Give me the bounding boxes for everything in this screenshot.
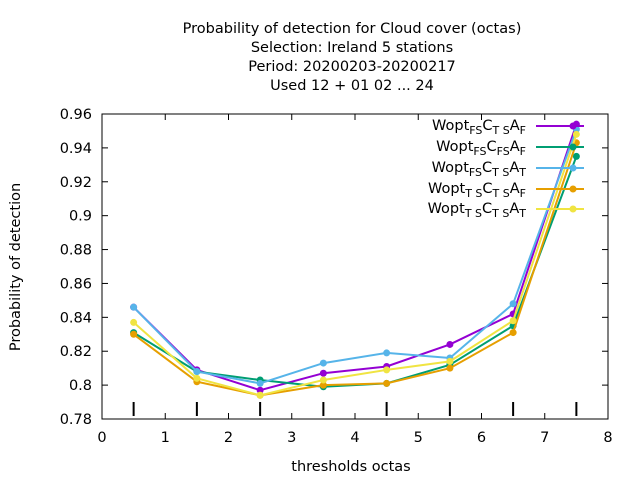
data-point xyxy=(256,379,264,387)
y-axis-label: Probability of detection xyxy=(8,183,24,351)
x-tick-label: 5 xyxy=(414,430,423,446)
x-axis-label: thresholds octas xyxy=(291,459,410,475)
x-tick-label: 1 xyxy=(161,430,170,446)
data-point xyxy=(446,340,454,348)
legend-marker xyxy=(569,143,577,151)
data-point xyxy=(319,359,327,367)
x-tick-label: 3 xyxy=(287,430,296,446)
legend-label: WoptFSCT SAT xyxy=(432,160,527,179)
y-tick-label: 0.88 xyxy=(60,243,92,259)
title-line-4: Used 12 + 01 02 ... 24 xyxy=(270,78,434,94)
title-line-3: Period: 20200203-20200217 xyxy=(248,59,456,75)
data-point xyxy=(383,379,391,387)
series-group xyxy=(130,120,580,399)
data-point xyxy=(572,152,580,160)
series-line xyxy=(133,142,578,397)
x-tick-label: 8 xyxy=(603,430,612,446)
data-point xyxy=(319,376,327,384)
y-tick-label: 0.84 xyxy=(60,310,92,326)
data-point xyxy=(383,366,391,374)
y-tick-label: 0.82 xyxy=(60,344,92,360)
data-point xyxy=(130,318,138,326)
data-point xyxy=(446,357,454,365)
data-point xyxy=(130,303,138,311)
legend-marker xyxy=(569,205,577,213)
data-point xyxy=(509,317,517,325)
data-point xyxy=(319,369,327,377)
legend-marker xyxy=(569,185,577,193)
data-point xyxy=(509,300,517,308)
data-point xyxy=(446,364,454,372)
y-tick-label: 0.78 xyxy=(60,412,92,428)
y-tick-label: 0.9 xyxy=(69,209,92,225)
x-tick-label: 7 xyxy=(540,430,549,446)
y-tick-label: 0.8 xyxy=(69,378,92,394)
data-point xyxy=(383,349,391,357)
y-tick-label: 0.86 xyxy=(60,276,92,292)
data-point xyxy=(256,386,264,394)
title-line-2: Selection: Ireland 5 stations xyxy=(251,40,453,56)
x-tick-label: 4 xyxy=(350,430,359,446)
legend-label: WoptT SCT SAT xyxy=(428,201,527,220)
series-5 xyxy=(130,130,580,399)
data-point xyxy=(130,330,138,338)
title-line-1: Probability of detection for Cloud cover… xyxy=(183,21,522,37)
legend-marker xyxy=(569,164,577,172)
data-point xyxy=(193,368,201,376)
data-point xyxy=(256,391,264,399)
threshold-markers xyxy=(132,402,578,416)
chart-title: Probability of detection for Cloud cover… xyxy=(183,21,522,94)
series-line xyxy=(132,128,578,385)
axis-ticks: 0 1 2 3 4 5 6 7 8 0.78 0.8 0.82 0.84 0.86 0.88 0.9 0.92 0… xyxy=(60,107,613,446)
legend-label: WoptFSCT SAF xyxy=(432,118,526,137)
y-tick-label: 0.96 xyxy=(60,107,92,123)
series-4 xyxy=(130,139,580,399)
legend-marker xyxy=(569,122,577,130)
data-point xyxy=(509,329,517,337)
data-point xyxy=(319,381,327,389)
y-tick-label: 0.94 xyxy=(60,141,92,157)
legend: WoptFSCT SAF WoptFSCFSAF WoptFSCT SAT WoptT… xyxy=(428,118,584,220)
x-tick-label: 0 xyxy=(97,430,106,446)
x-tick-label: 6 xyxy=(477,430,486,446)
data-point xyxy=(193,374,201,382)
x-tick-label: 2 xyxy=(224,430,233,446)
series-3 xyxy=(130,125,580,387)
legend-label: WoptFSCFSAF xyxy=(436,139,526,158)
y-tick-label: 0.92 xyxy=(60,175,92,191)
data-point xyxy=(572,130,580,138)
legend-label: WoptT SCT SAF xyxy=(428,181,526,200)
series-line xyxy=(132,133,578,397)
